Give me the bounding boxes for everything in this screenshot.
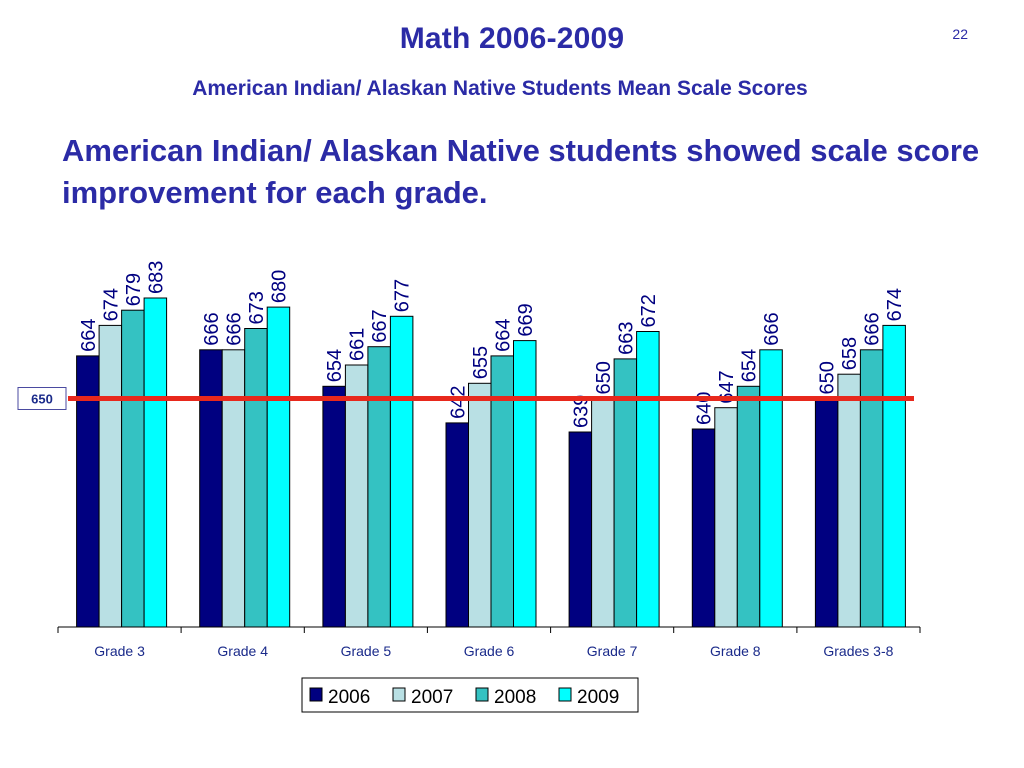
bar-2008-6 (859, 349, 884, 628)
slide-subtitle: American Indian/ Alaskan Native Students… (192, 77, 808, 100)
bar-2009-1 (266, 306, 291, 628)
data-label: 679 (123, 273, 145, 306)
data-label: 654 (324, 349, 346, 382)
data-label: 655 (470, 346, 492, 379)
data-label: 666 (201, 312, 223, 345)
data-label: 666 (761, 312, 783, 345)
bar-2006-2 (322, 385, 346, 628)
bar-2008-0 (121, 309, 145, 628)
x-tick-label: Grade 4 (217, 643, 268, 659)
x-tick-label: Grade 5 (341, 643, 392, 659)
data-label: 639 (570, 395, 592, 428)
bar-2006-5 (691, 428, 716, 628)
data-label: 664 (78, 319, 100, 352)
legend-label-2007: 2007 (411, 687, 453, 708)
data-label: 683 (145, 261, 167, 294)
bar-2007-5 (714, 407, 738, 628)
bar-2008-1 (244, 328, 268, 628)
bar-2008-5 (736, 385, 761, 628)
x-tick-label: Grade 8 (710, 643, 761, 659)
legend-swatch-2008 (475, 687, 489, 702)
data-label: 654 (739, 349, 761, 382)
x-tick-label: Grade 7 (587, 643, 638, 659)
x-tick-label: Grades 3-8 (823, 643, 893, 659)
bar-2009-6 (882, 324, 906, 628)
bar-2007-0 (98, 324, 123, 628)
data-label: 650 (593, 361, 615, 394)
data-label: 672 (638, 294, 660, 327)
data-label: 647 (716, 370, 738, 403)
legend-box (301, 677, 639, 713)
legend-swatch-2006 (309, 687, 323, 702)
legend-swatch-2007 (392, 687, 406, 702)
bar-2007-2 (344, 364, 369, 628)
headline: American Indian/ Alaskan Native students… (62, 133, 980, 210)
legend-swatch-2009 (558, 687, 572, 702)
data-label: 658 (839, 337, 861, 370)
page-number: 22 (952, 26, 968, 42)
legend-label-2008: 2008 (494, 687, 536, 708)
bar-2006-1 (199, 349, 223, 628)
bar-2006-6 (814, 398, 839, 628)
data-label: 680 (269, 270, 291, 303)
bar-2009-5 (759, 349, 783, 628)
bar-2009-3 (513, 340, 537, 628)
reference-label: 650 (31, 392, 53, 407)
data-label: 666 (862, 312, 884, 345)
legend-label-2006: 2006 (328, 687, 370, 708)
data-label: 663 (615, 322, 637, 355)
bar-2009-2 (389, 315, 414, 628)
x-tick-label: Grade 3 (94, 643, 145, 659)
bar-2008-2 (367, 346, 391, 628)
legend: 2006 2007 2008 2009 (301, 677, 639, 713)
data-label: 673 (246, 291, 268, 324)
bar-2007-4 (591, 398, 615, 628)
bar-2007-1 (221, 349, 246, 628)
legend-label-2009: 2009 (577, 687, 619, 708)
bar-2006-3 (445, 422, 469, 628)
x-tick-label: Grade 6 (464, 643, 515, 659)
data-label: 667 (369, 309, 391, 342)
bar-2006-4 (568, 431, 593, 628)
bar-2009-4 (636, 331, 660, 628)
data-label: 669 (515, 303, 537, 336)
data-label: 650 (817, 361, 839, 394)
bar-2007-6 (837, 373, 861, 628)
data-label: 666 (224, 312, 246, 345)
data-label: 664 (492, 319, 514, 352)
data-label: 674 (884, 288, 906, 321)
data-label: 677 (392, 279, 414, 312)
data-label: 661 (347, 328, 369, 361)
data-label: 642 (447, 386, 469, 419)
slide-title: Math 2006-2009 (399, 22, 625, 55)
data-label: 674 (100, 288, 122, 321)
bar-2007-3 (468, 382, 492, 628)
reference-label-box (17, 387, 67, 410)
bar-2009-0 (143, 297, 168, 628)
